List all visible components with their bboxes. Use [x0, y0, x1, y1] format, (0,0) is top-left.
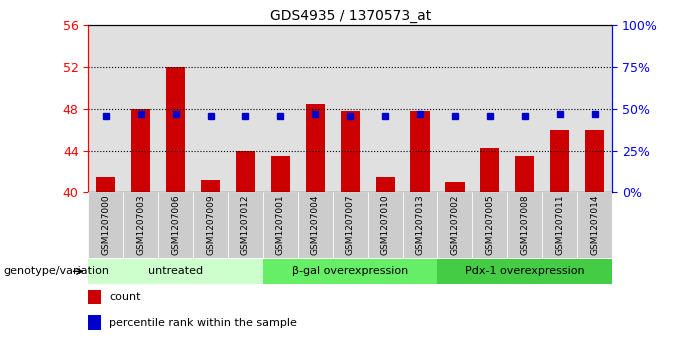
- Bar: [368, 25, 403, 192]
- Text: GSM1207000: GSM1207000: [101, 195, 110, 256]
- Bar: [263, 25, 298, 192]
- Bar: [437, 25, 473, 192]
- FancyBboxPatch shape: [333, 192, 368, 258]
- Title: GDS4935 / 1370573_at: GDS4935 / 1370573_at: [269, 9, 431, 23]
- Bar: [298, 25, 333, 192]
- Text: genotype/variation: genotype/variation: [3, 266, 109, 276]
- FancyBboxPatch shape: [403, 192, 437, 258]
- FancyBboxPatch shape: [228, 192, 263, 258]
- FancyBboxPatch shape: [473, 192, 507, 258]
- Text: β-gal overexpression: β-gal overexpression: [292, 266, 408, 276]
- Text: percentile rank within the sample: percentile rank within the sample: [109, 318, 297, 327]
- Text: GSM1207001: GSM1207001: [276, 195, 285, 256]
- FancyBboxPatch shape: [298, 192, 333, 258]
- Bar: [236, 151, 255, 192]
- FancyBboxPatch shape: [577, 192, 612, 258]
- Bar: [123, 25, 158, 192]
- FancyBboxPatch shape: [542, 192, 577, 258]
- Bar: [88, 315, 101, 330]
- Bar: [201, 180, 220, 192]
- Bar: [88, 290, 101, 304]
- Text: count: count: [109, 292, 141, 302]
- Bar: [341, 111, 360, 192]
- Text: GSM1207007: GSM1207007: [345, 195, 355, 256]
- Text: GSM1207003: GSM1207003: [136, 195, 146, 256]
- Bar: [88, 25, 123, 192]
- Text: GSM1207009: GSM1207009: [206, 195, 215, 256]
- FancyBboxPatch shape: [88, 192, 123, 258]
- Bar: [585, 130, 604, 192]
- Bar: [542, 25, 577, 192]
- Bar: [445, 182, 464, 192]
- FancyBboxPatch shape: [437, 192, 473, 258]
- Text: GSM1207010: GSM1207010: [381, 195, 390, 256]
- FancyBboxPatch shape: [437, 259, 612, 284]
- Text: GSM1207013: GSM1207013: [415, 195, 424, 256]
- Text: GSM1207006: GSM1207006: [171, 195, 180, 256]
- FancyBboxPatch shape: [193, 192, 228, 258]
- Bar: [131, 109, 150, 192]
- Bar: [271, 156, 290, 192]
- FancyBboxPatch shape: [263, 192, 298, 258]
- Text: Pdx-1 overexpression: Pdx-1 overexpression: [465, 266, 585, 276]
- FancyBboxPatch shape: [263, 259, 437, 284]
- Text: GSM1207004: GSM1207004: [311, 195, 320, 255]
- FancyBboxPatch shape: [88, 259, 263, 284]
- Bar: [193, 25, 228, 192]
- Text: GSM1207005: GSM1207005: [486, 195, 494, 256]
- Text: GSM1207012: GSM1207012: [241, 195, 250, 255]
- FancyBboxPatch shape: [158, 192, 193, 258]
- Bar: [375, 177, 394, 192]
- Bar: [158, 25, 193, 192]
- Bar: [403, 25, 437, 192]
- Bar: [411, 111, 430, 192]
- Bar: [550, 130, 569, 192]
- Text: GSM1207011: GSM1207011: [555, 195, 564, 256]
- Text: untreated: untreated: [148, 266, 203, 276]
- Text: GSM1207014: GSM1207014: [590, 195, 599, 255]
- Bar: [507, 25, 542, 192]
- Bar: [97, 177, 116, 192]
- Text: GSM1207002: GSM1207002: [450, 195, 460, 255]
- Bar: [577, 25, 612, 192]
- FancyBboxPatch shape: [123, 192, 158, 258]
- Bar: [166, 67, 185, 192]
- Bar: [306, 104, 325, 192]
- FancyBboxPatch shape: [368, 192, 403, 258]
- Bar: [515, 156, 534, 192]
- Text: GSM1207008: GSM1207008: [520, 195, 529, 256]
- Bar: [228, 25, 263, 192]
- Bar: [333, 25, 368, 192]
- Bar: [480, 147, 499, 192]
- Bar: [473, 25, 507, 192]
- FancyBboxPatch shape: [507, 192, 542, 258]
